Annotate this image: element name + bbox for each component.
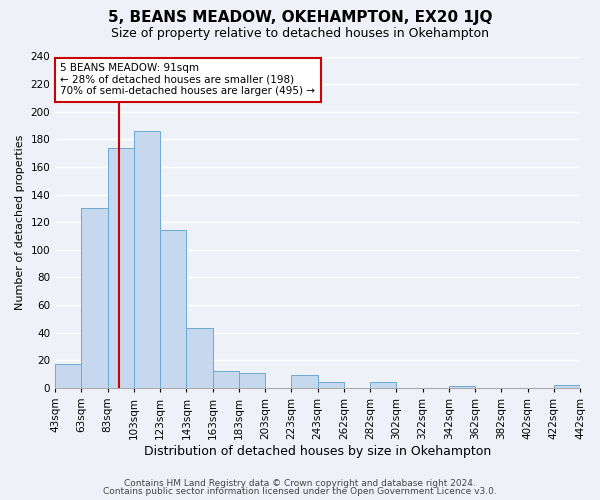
Text: Contains public sector information licensed under the Open Government Licence v3: Contains public sector information licen… — [103, 487, 497, 496]
Y-axis label: Number of detached properties: Number of detached properties — [15, 134, 25, 310]
Bar — [212, 371, 239, 388]
Bar — [292, 376, 317, 388]
Text: Contains HM Land Registry data © Crown copyright and database right 2024.: Contains HM Land Registry data © Crown c… — [124, 478, 476, 488]
Bar — [370, 382, 397, 388]
Bar — [107, 148, 134, 388]
Bar — [134, 131, 160, 388]
Bar — [554, 385, 580, 388]
Bar — [187, 328, 212, 388]
Bar — [449, 386, 475, 388]
Text: Size of property relative to detached houses in Okehampton: Size of property relative to detached ho… — [111, 28, 489, 40]
Bar — [317, 382, 344, 388]
Bar — [239, 372, 265, 388]
Bar — [82, 208, 107, 388]
Text: 5 BEANS MEADOW: 91sqm
← 28% of detached houses are smaller (198)
70% of semi-det: 5 BEANS MEADOW: 91sqm ← 28% of detached … — [61, 63, 316, 96]
Bar — [55, 364, 82, 388]
Bar — [160, 230, 187, 388]
Text: 5, BEANS MEADOW, OKEHAMPTON, EX20 1JQ: 5, BEANS MEADOW, OKEHAMPTON, EX20 1JQ — [108, 10, 492, 25]
X-axis label: Distribution of detached houses by size in Okehampton: Distribution of detached houses by size … — [144, 444, 491, 458]
